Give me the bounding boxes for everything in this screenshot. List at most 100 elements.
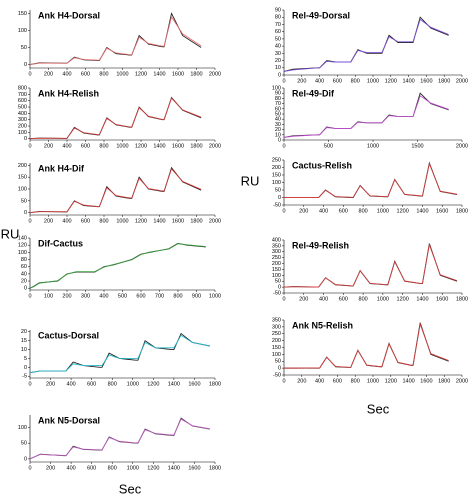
x-tick-label: 800 [99, 143, 108, 149]
x-tick-label: 400 [67, 465, 76, 471]
x-tick-label: 400 [319, 296, 328, 302]
y-tick-label: 20 [21, 329, 27, 335]
y-tick-label: 0 [24, 210, 27, 216]
y-tick-label: 90 [275, 7, 281, 13]
x-tick-label: 2000 [456, 143, 468, 149]
y-tick-label: 20 [275, 58, 281, 64]
y-tick-label: 20 [275, 127, 281, 133]
y-tick-label: 0 [278, 366, 281, 372]
x-tick-label: 1200 [135, 218, 147, 224]
y-tick-label: 0 [278, 137, 281, 143]
x-tick-label: 600 [81, 71, 90, 77]
x-tick-label: 1200 [135, 71, 147, 77]
x-tick-label: 200 [44, 143, 53, 149]
x-tick-label: 700 [155, 293, 164, 299]
x-tick-label: 200 [46, 381, 55, 387]
y-tick-label: 50 [275, 111, 281, 117]
x-tick-label: 800 [351, 378, 360, 384]
y-tick-label: 0 [24, 365, 27, 371]
y-tick-label: 50 [21, 45, 27, 51]
y-tick-label: 250 [272, 331, 281, 337]
x-tick-label: 600 [136, 293, 145, 299]
x-tick-label: 800 [108, 465, 117, 471]
y-tick-label: 0 [278, 72, 281, 78]
sensorgram-line [29, 243, 206, 289]
x-tick-label: 400 [315, 78, 324, 84]
x-tick-label: 800 [351, 78, 360, 84]
y-tick-label: 90 [275, 91, 281, 97]
panel-title: Rel-49-Dorsal [292, 10, 350, 20]
y-tick-label: 100 [18, 28, 27, 34]
x-tick-label: 400 [319, 208, 328, 214]
x-tick-label: 400 [62, 218, 71, 224]
y-tick-label: 50 [275, 36, 281, 42]
x-tick-label: 600 [339, 208, 348, 214]
y-tick-label: 70 [275, 22, 281, 28]
x-tick-label: 1800 [438, 378, 450, 384]
y-tick-label: 200 [18, 163, 27, 169]
x-tick-label: 1800 [209, 381, 221, 387]
x-tick-label: 100 [44, 293, 53, 299]
x-tick-label: 400 [67, 381, 76, 387]
x-tick-label: 600 [333, 378, 342, 384]
x-tick-label: 400 [315, 378, 324, 384]
x-tick-label: 2000 [209, 143, 221, 149]
y-tick-label: 50 [21, 198, 27, 204]
x-tick-label: 1800 [438, 78, 450, 84]
x-tick-label: 800 [99, 218, 108, 224]
x-tick-label: 1000 [377, 296, 389, 302]
sensorgram-line [283, 18, 449, 72]
x-tick-label: 400 [99, 293, 108, 299]
y-tick-label: 50 [275, 279, 281, 285]
y-tick-label: 200 [18, 124, 27, 130]
y-tick-label: 80 [21, 257, 27, 263]
panel-title: Ank N5-Dorsal [38, 415, 100, 425]
y-tick-label: 100 [18, 130, 27, 136]
x-tick-label: 500 [118, 293, 127, 299]
sensorgram-line [29, 166, 202, 214]
x-axis-label: Sec [367, 401, 390, 416]
y-tick-label: 150 [272, 172, 281, 178]
y-tick-label: 80 [275, 96, 281, 102]
panel-title: Ank H4-Dif [38, 163, 85, 173]
x-axis-label: Sec [119, 481, 142, 496]
x-tick-label: 200 [44, 71, 53, 77]
x-tick-label: 0 [28, 293, 31, 299]
x-tick-label: 800 [173, 293, 182, 299]
x-tick-label: 1600 [188, 381, 200, 387]
y-tick-label: 5 [24, 356, 27, 362]
x-tick-label: 1000 [367, 378, 379, 384]
y-tick-label: 200 [272, 165, 281, 171]
y-tick-label: 250 [272, 157, 281, 163]
y-tick-label: 150 [272, 345, 281, 351]
x-tick-label: 1200 [397, 296, 409, 302]
x-tick-label: 1400 [153, 143, 165, 149]
y-tick-label: 700 [18, 92, 27, 98]
x-tick-label: 1200 [147, 381, 159, 387]
panel-title: Rel-49-Dif [292, 88, 335, 98]
x-tick-label: 1200 [135, 143, 147, 149]
y-tick-label: 200 [272, 261, 281, 267]
x-tick-label: 1400 [416, 208, 428, 214]
y-tick-label: 300 [18, 117, 27, 123]
x-tick-label: 1000 [127, 465, 139, 471]
y-tick-label: 800 [18, 85, 27, 91]
x-tick-label: 0 [28, 71, 31, 77]
x-tick-label: 1800 [456, 296, 468, 302]
y-tick-label: 0 [278, 285, 281, 291]
y-tick-label: 100 [18, 425, 27, 431]
x-tick-label: 0 [28, 218, 31, 224]
y-tick-label: 100 [272, 85, 281, 91]
x-tick-label: 600 [87, 381, 96, 387]
x-tick-label: 300 [81, 293, 90, 299]
panel-title: Dif-Cactus [38, 238, 83, 248]
y-tick-label: 10 [21, 347, 27, 353]
y-tick-label: 50 [21, 441, 27, 447]
x-tick-label: 2000 [209, 218, 221, 224]
y-tick-label: 140 [18, 235, 27, 241]
x-tick-label: 1600 [436, 296, 448, 302]
x-tick-label: 0 [28, 381, 31, 387]
y-tick-label: 30 [275, 122, 281, 128]
y-tick-label: 400 [272, 237, 281, 243]
